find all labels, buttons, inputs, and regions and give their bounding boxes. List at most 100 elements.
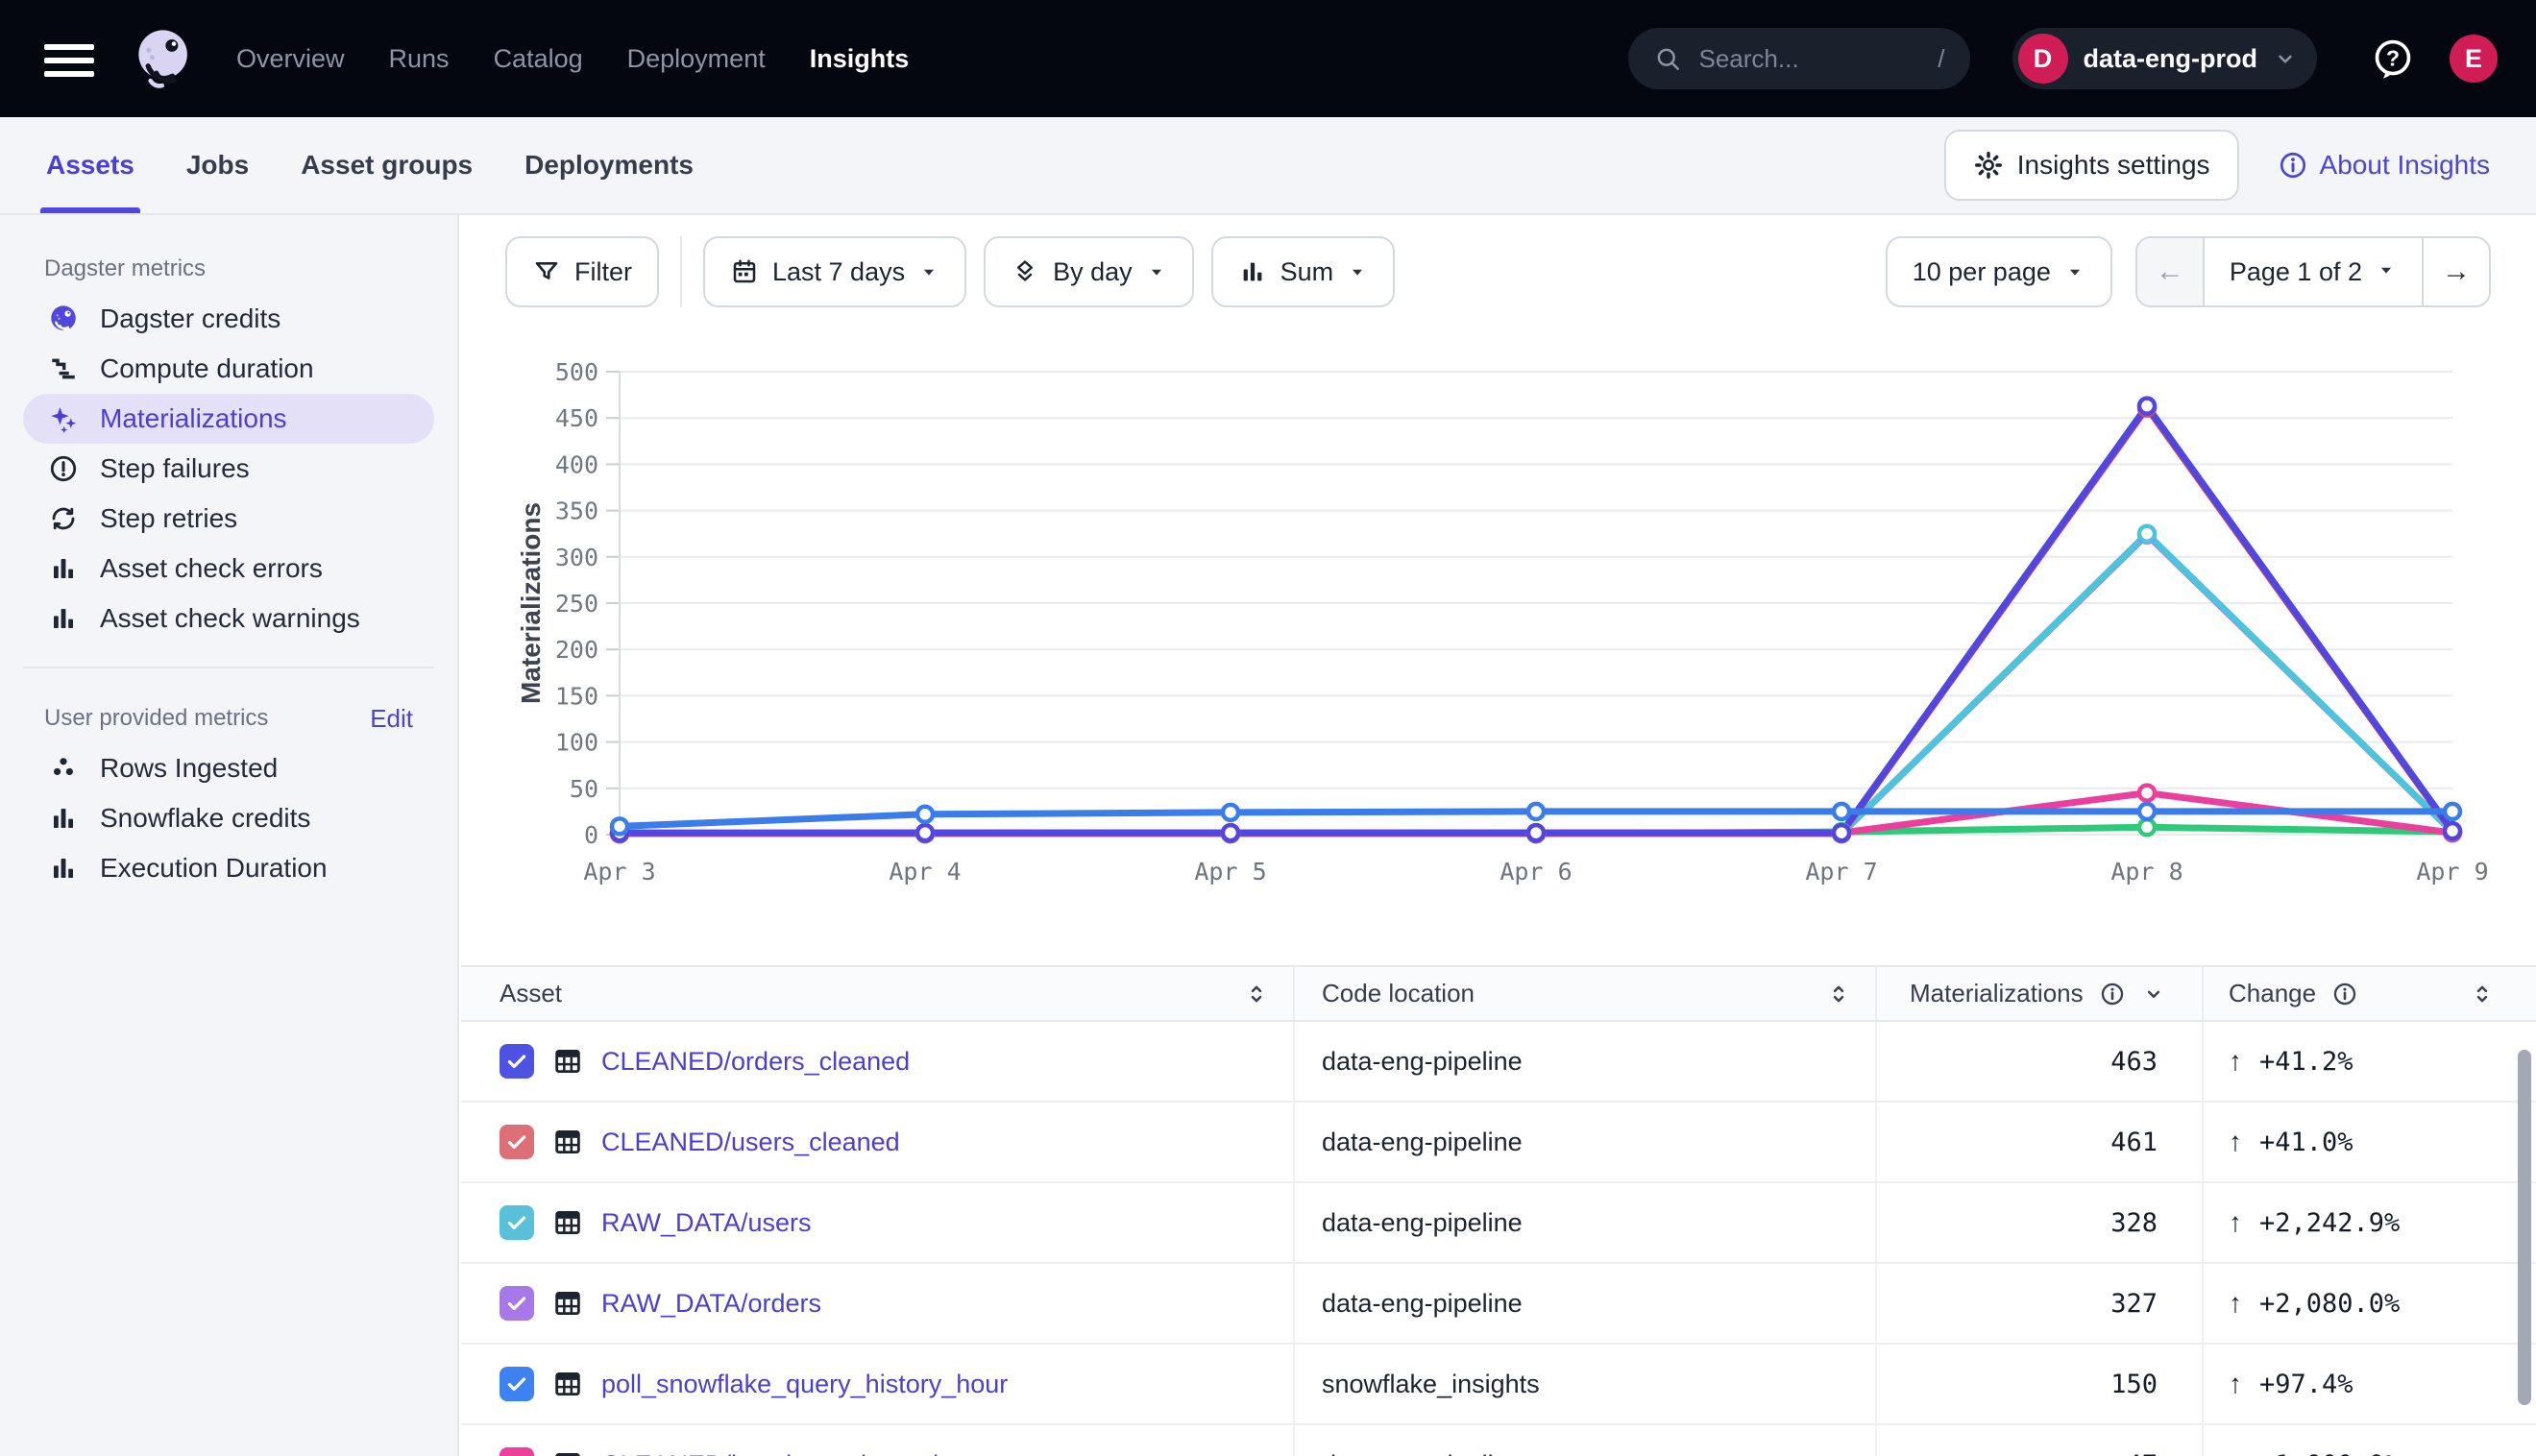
column-header-code-location[interactable]: Code location xyxy=(1295,967,1877,1020)
sidebar-item-step-retries[interactable]: Step retries xyxy=(23,494,434,544)
materializations-cell: 150 xyxy=(1877,1345,2204,1423)
asset-checkbox[interactable] xyxy=(500,1044,534,1079)
group-by-button[interactable]: By day xyxy=(984,236,1194,307)
trend-up-icon: ↑ xyxy=(2229,1127,2242,1156)
topbar-link-runs[interactable]: Runs xyxy=(388,43,450,73)
trend-up-icon: ↑ xyxy=(2229,1449,2242,1456)
asset-checkbox[interactable] xyxy=(500,1447,534,1456)
sidebar-item-rows-ingested[interactable]: Rows Ingested xyxy=(23,743,434,793)
svg-text:300: 300 xyxy=(555,544,598,571)
info-icon xyxy=(2099,981,2126,1007)
prev-page-button[interactable]: ← xyxy=(2136,238,2203,305)
table-asset-icon xyxy=(551,1126,584,1158)
tab-jobs[interactable]: Jobs xyxy=(185,150,250,180)
trend-up-icon: ↑ xyxy=(2229,1288,2242,1318)
asset-link[interactable]: poll_snowflake_query_history_hour xyxy=(601,1369,1009,1398)
svg-text:450: 450 xyxy=(555,404,598,432)
table-asset-icon xyxy=(551,1045,584,1078)
column-header-change[interactable]: Change xyxy=(2204,967,2513,1020)
topbar-link-catalog[interactable]: Catalog xyxy=(493,43,583,73)
column-header-asset[interactable]: Asset xyxy=(461,967,1295,1020)
materializations-cell: 328 xyxy=(1877,1183,2204,1262)
column-header-materializations[interactable]: Materializations xyxy=(1877,967,2204,1020)
svg-text:200: 200 xyxy=(555,636,598,664)
caret-down-icon xyxy=(2064,261,2085,282)
insights-settings-label: Insights settings xyxy=(2016,150,2210,180)
dagster-logo-icon xyxy=(138,30,187,88)
sidebar-item-dagster-credits[interactable]: Dagster credits xyxy=(23,294,434,344)
bar-chart-icon xyxy=(46,851,81,886)
topbar-link-overview[interactable]: Overview xyxy=(236,43,345,73)
sort-desc-icon xyxy=(2141,982,2166,1007)
user-avatar[interactable]: E xyxy=(2450,35,2498,83)
svg-text:?: ? xyxy=(2386,45,2400,70)
sidebar-item-compute-duration[interactable]: Compute duration xyxy=(23,344,434,394)
sidebar-item-label: Dagster credits xyxy=(100,303,281,333)
sidebar-item-asset-check-warnings[interactable]: Asset check warnings xyxy=(23,594,434,643)
per-page-button[interactable]: 10 per page xyxy=(1885,236,2112,307)
aggregation-button[interactable]: Sum xyxy=(1210,236,1396,307)
asset-checkbox[interactable] xyxy=(500,1286,534,1321)
hamburger-menu-icon[interactable] xyxy=(44,44,94,77)
table-row: CLEANED/users_cleaned data-eng-pipeline 46… xyxy=(461,1103,2536,1183)
table-body: CLEANED/orders_cleaned data-eng-pipeline 4… xyxy=(461,1022,2536,1456)
topbar-nav: Overview Runs Catalog Deployment Insights xyxy=(236,44,909,74)
sidebar-section-heading: Dagster metrics xyxy=(44,255,207,281)
gear-icon xyxy=(1974,151,2002,180)
next-page-button[interactable]: → xyxy=(2442,255,2471,287)
deployment-name: data-eng-prod xyxy=(2083,43,2258,73)
calendar-icon xyxy=(730,257,759,286)
edit-metrics-link[interactable]: Edit xyxy=(370,703,413,733)
asset-link[interactable]: CLEANED/locations_cleaned xyxy=(601,1450,939,1456)
date-range-button[interactable]: Last 7 days xyxy=(703,236,967,307)
dagster-logo-icon xyxy=(46,302,81,336)
help-icon[interactable]: ? xyxy=(2371,36,2415,81)
sidebar-item-asset-check-errors[interactable]: Asset check errors xyxy=(23,544,434,594)
layers-icon xyxy=(1011,257,1039,286)
trend-up-icon: ↑ xyxy=(2229,1207,2242,1237)
topbar-link-deployment[interactable]: Deployment xyxy=(626,43,766,73)
svg-text:350: 350 xyxy=(555,497,598,525)
sidebar-item-label: Snowflake credits xyxy=(100,803,311,833)
tab-deployments[interactable]: Deployments xyxy=(524,150,694,180)
asset-link[interactable]: CLEANED/users_cleaned xyxy=(601,1127,900,1156)
svg-text:50: 50 xyxy=(570,775,598,803)
filter-button[interactable]: Filter xyxy=(505,236,659,307)
duration-icon xyxy=(46,352,81,386)
table-scrollbar-thumb[interactable] xyxy=(2518,1050,2531,1405)
sort-icon xyxy=(1825,981,1852,1007)
caret-down-icon xyxy=(1146,261,1167,282)
alert-circle-icon xyxy=(46,451,81,486)
asset-checkbox[interactable] xyxy=(500,1125,534,1159)
insights-tabs: Assets Jobs Asset groups Deployments xyxy=(40,117,694,213)
svg-text:Apr 9: Apr 9 xyxy=(2416,858,2488,886)
page-indicator-dropdown[interactable]: Page 1 of 2 xyxy=(2202,238,2424,305)
tab-assets[interactable]: Assets xyxy=(40,117,140,213)
sidebar-item-materializations[interactable]: Materializations xyxy=(23,394,434,444)
about-insights-link[interactable]: About Insights xyxy=(2278,150,2490,181)
sidebar-item-label: Execution Duration xyxy=(100,853,328,883)
insights-settings-button[interactable]: Insights settings xyxy=(1943,130,2239,201)
trend-up-icon: ↑ xyxy=(2229,1369,2242,1398)
table-row: poll_snowflake_query_history_hour snowfla… xyxy=(461,1345,2536,1425)
tab-asset-groups[interactable]: Asset groups xyxy=(301,150,474,180)
sidebar-item-execution-duration[interactable]: Execution Duration xyxy=(23,843,434,893)
svg-text:150: 150 xyxy=(555,682,598,710)
search-input[interactable]: Search... / xyxy=(1627,28,1970,89)
sidebar-item-label: Step retries xyxy=(100,503,238,533)
asset-link[interactable]: RAW_DATA/orders xyxy=(601,1288,822,1318)
sort-icon xyxy=(1243,981,1270,1007)
change-cell: +97.4% xyxy=(2259,1369,2353,1399)
asset-link[interactable]: CLEANED/orders_cleaned xyxy=(601,1046,911,1076)
sidebar-item-snowflake-credits[interactable]: Snowflake credits xyxy=(23,793,434,843)
sidebar-item-label: Compute duration xyxy=(100,353,314,383)
asset-checkbox[interactable] xyxy=(500,1205,534,1240)
asset-link[interactable]: RAW_DATA/users xyxy=(601,1207,812,1237)
asset-checkbox[interactable] xyxy=(500,1367,534,1401)
sidebar-item-step-failures[interactable]: Step failures xyxy=(23,444,434,494)
materializations-cell: 327 xyxy=(1877,1264,2204,1343)
deployment-switcher[interactable]: D data-eng-prod xyxy=(2012,28,2317,89)
svg-text:400: 400 xyxy=(555,450,598,478)
table-row: CLEANED/locations_cleaned data-eng-pipeli… xyxy=(461,1425,2536,1456)
topbar-link-insights[interactable]: Insights xyxy=(809,43,910,73)
